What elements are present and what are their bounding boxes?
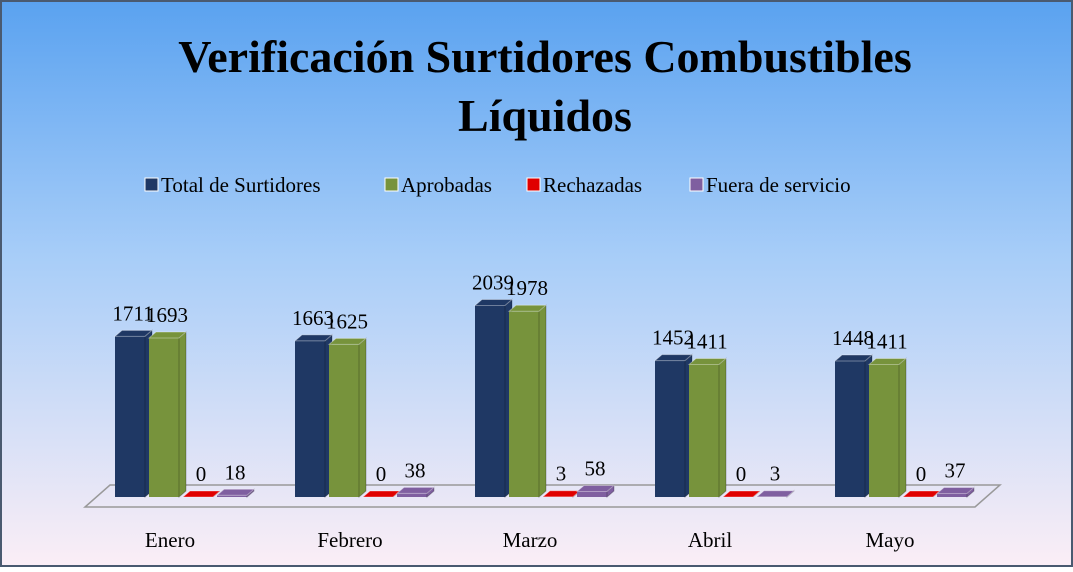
bar-face [869, 358, 906, 364]
bar-face [295, 335, 332, 341]
bar-face [719, 358, 726, 497]
bar-face [899, 358, 906, 497]
bar-face [115, 330, 152, 336]
bar-face [577, 492, 607, 497]
bar [869, 358, 906, 497]
bar-face [329, 344, 359, 497]
bar-face [179, 332, 186, 497]
bar [397, 487, 434, 497]
data-label: 1625 [326, 309, 368, 333]
data-label: 1978 [506, 276, 548, 300]
bar-face [329, 338, 366, 344]
legend-swatch [527, 178, 540, 191]
bar [903, 491, 940, 497]
data-label: 0 [376, 462, 387, 486]
bar [217, 489, 254, 497]
bar-face [543, 491, 580, 497]
legend-label: Aprobadas [401, 173, 492, 197]
bar-face [835, 355, 872, 361]
bar [835, 355, 872, 497]
data-label: 3 [556, 462, 567, 486]
x-tick-label: Mayo [866, 528, 915, 552]
bar-face [689, 364, 719, 497]
bar-face [509, 305, 546, 311]
bar-face [655, 355, 692, 361]
bar [115, 330, 152, 497]
x-tick-label: Marzo [503, 528, 558, 552]
data-label: 0 [916, 462, 927, 486]
bar [295, 335, 332, 497]
bar-face [655, 361, 685, 497]
data-label: 1693 [146, 303, 188, 327]
bar-face [475, 300, 512, 306]
legend-label: Fuera de servicio [706, 173, 851, 197]
data-label: 0 [736, 462, 747, 486]
bar-face [903, 491, 940, 497]
bar-face [689, 358, 726, 364]
bar-face [869, 364, 899, 497]
data-label: 0 [196, 462, 207, 486]
bar [655, 355, 692, 497]
data-label: 38 [405, 458, 426, 482]
bar [543, 491, 580, 497]
chart-title: Verificación Surtidores Combustibles [178, 31, 911, 82]
bar-face [397, 487, 434, 493]
legend-label: Rechazadas [543, 173, 642, 197]
bar-face [835, 361, 865, 497]
x-tick-label: Enero [145, 528, 195, 552]
bar-face [115, 336, 145, 497]
bar-face [509, 311, 539, 497]
bar [577, 486, 614, 497]
data-label: 1411 [866, 329, 907, 353]
bar-face [757, 491, 794, 497]
bar-face [183, 491, 220, 497]
bar [183, 491, 220, 497]
bar-face [475, 306, 505, 497]
bar-face [539, 305, 546, 497]
bar-face [397, 493, 427, 497]
data-label: 3 [770, 462, 781, 486]
legend-label: Total de Surtidores [161, 173, 321, 197]
bar-face [295, 341, 325, 497]
bar-face [937, 488, 974, 494]
data-label: 37 [945, 459, 966, 483]
bar-face [937, 494, 967, 497]
bar-face [363, 491, 400, 497]
bar [509, 305, 546, 497]
bar-face [359, 338, 366, 497]
bar-face [149, 338, 179, 497]
x-tick-label: Febrero [317, 528, 382, 552]
bar [149, 332, 186, 497]
data-label: 18 [225, 460, 246, 484]
x-tick-label: Abril [688, 528, 732, 552]
bar [475, 300, 512, 497]
legend-swatch [690, 178, 703, 191]
legend-swatch [145, 178, 158, 191]
bar-face [577, 486, 614, 492]
bar [329, 338, 366, 497]
bar [937, 488, 974, 497]
bar [723, 491, 760, 497]
data-label: 1411 [686, 329, 727, 353]
bar-face [723, 491, 760, 497]
bar-face [149, 332, 186, 338]
bar-face [217, 489, 254, 495]
legend-swatch [385, 178, 398, 191]
bar [363, 491, 400, 497]
bar [757, 491, 794, 497]
bar [689, 358, 726, 497]
data-label: 58 [585, 457, 606, 481]
chart-title: Líquidos [458, 90, 632, 141]
